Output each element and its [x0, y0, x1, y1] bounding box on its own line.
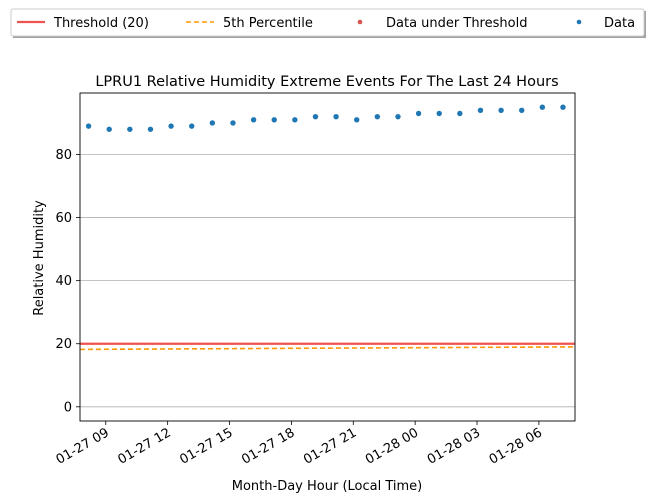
data-point — [415, 110, 422, 117]
chart-title: LPRU1 Relative Humidity Extreme Events F… — [95, 74, 558, 90]
x-tick-label: 01-27 15 — [177, 425, 235, 467]
x-tick-label: 01-28 06 — [487, 425, 545, 467]
plot-frame — [79, 92, 576, 422]
x-tick-label: 01-28 00 — [363, 425, 421, 467]
data-point — [230, 120, 236, 126]
gridlines — [80, 154, 575, 408]
data-point — [85, 123, 92, 129]
legend-data-label: Data — [604, 16, 635, 31]
data-point — [436, 110, 442, 117]
data-point — [312, 113, 319, 120]
data-point — [539, 104, 546, 110]
data-point — [147, 126, 154, 132]
legend-under-label: Data under Threshold — [386, 16, 527, 31]
y-tick-label: 0 — [64, 400, 72, 415]
data-point — [477, 107, 484, 114]
x-tick-label: 01-27 21 — [301, 425, 359, 467]
y-axis-label: Relative Humidity — [32, 200, 47, 316]
legend-data-marker — [576, 19, 582, 25]
percentile-line — [79, 346, 576, 351]
x-tick-label: 01-27 12 — [116, 425, 174, 467]
legend-under-marker — [357, 19, 363, 25]
data-point — [395, 113, 401, 120]
data-point — [189, 123, 195, 129]
data-point — [209, 120, 216, 126]
legend-percentile-label: 5th Percentile — [223, 16, 313, 31]
x-tick-label: 01-28 03 — [425, 425, 483, 467]
y-tick-label: 80 — [55, 148, 72, 163]
y-tick-label: 20 — [55, 337, 72, 352]
data-point — [271, 117, 277, 123]
data-point — [457, 110, 463, 117]
data-point — [498, 107, 504, 114]
data-points — [85, 104, 566, 132]
data-point — [250, 117, 257, 123]
y-tick-label: 60 — [55, 211, 72, 226]
legend-threshold-label: Threshold (20) — [53, 16, 149, 31]
x-tick-label: 01-27 18 — [239, 425, 297, 467]
data-point — [168, 123, 174, 129]
y-tick-label: 40 — [55, 274, 72, 289]
x-tick-label: 01-27 09 — [54, 425, 112, 467]
legend-frame — [10, 8, 645, 37]
data-point — [333, 113, 339, 120]
data-point — [127, 126, 133, 132]
reference-lines — [79, 342, 576, 351]
legend: Threshold (20) 5th Percentile Data under… — [10, 8, 646, 38]
data-point — [354, 117, 360, 123]
data-point — [374, 113, 381, 120]
data-point — [106, 126, 112, 132]
data-point — [519, 107, 525, 114]
x-axis-label: Month-Day Hour (Local Time) — [232, 479, 422, 494]
data-point — [292, 117, 298, 123]
data-point — [560, 104, 566, 110]
